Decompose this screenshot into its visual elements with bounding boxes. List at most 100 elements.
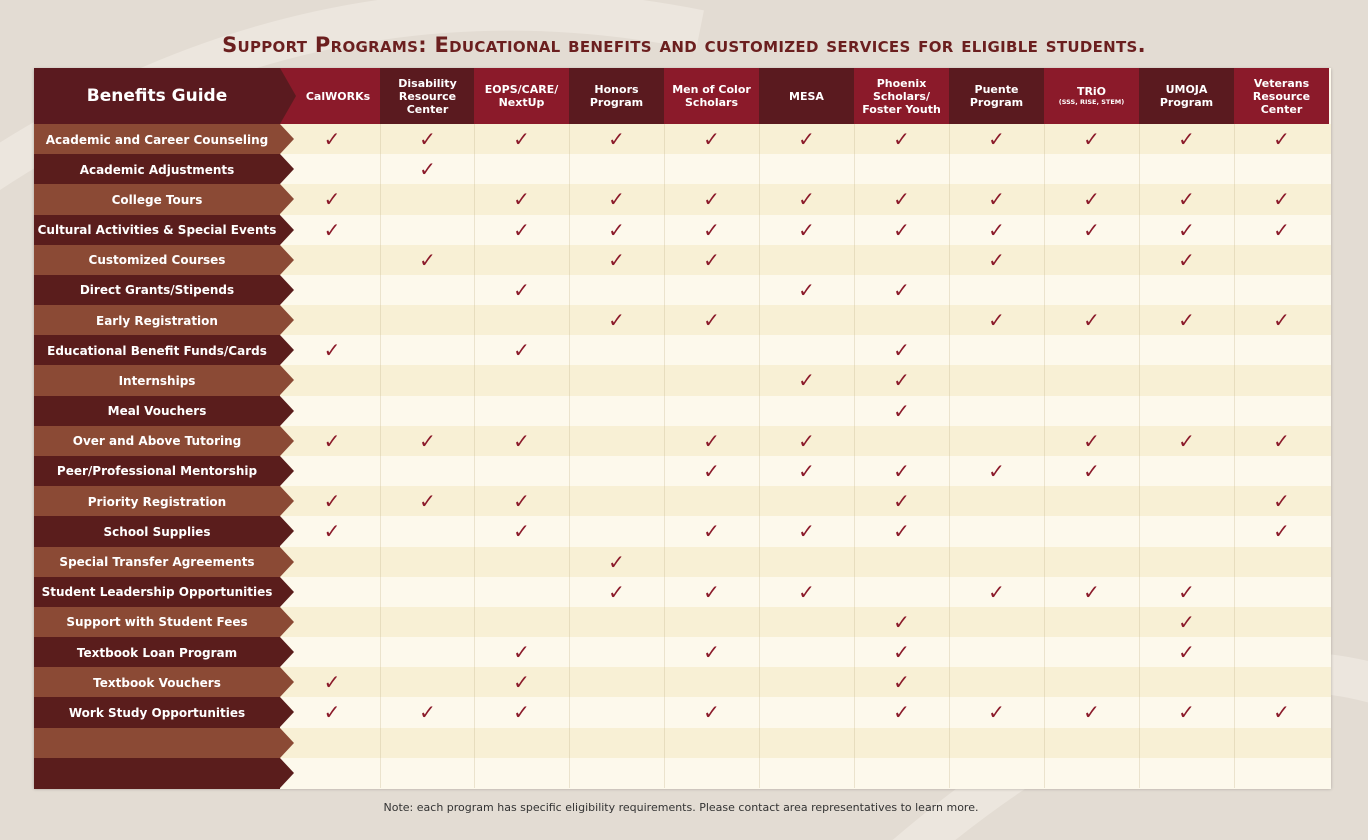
check-mark-icon: ✓ xyxy=(608,308,625,333)
table-row xyxy=(280,124,1331,155)
check-mark-icon: ✓ xyxy=(1178,187,1195,212)
row-arrow xyxy=(280,425,294,456)
column-divider xyxy=(1139,124,1140,788)
program-name-line: Center xyxy=(406,102,449,116)
row-arrow xyxy=(280,335,294,366)
check-mark-icon: ✓ xyxy=(798,458,815,483)
check-mark-icon: ✓ xyxy=(988,579,1005,604)
program-name-line: Program xyxy=(969,96,1024,109)
check-mark-icon: ✓ xyxy=(323,217,341,242)
check-mark-icon: ✓ xyxy=(608,187,625,212)
program-header: Men of Color Scholars xyxy=(664,68,759,124)
benefit-label: Internships xyxy=(34,365,280,397)
benefit-label: Meal Vouchers xyxy=(34,395,280,427)
check-mark-icon: ✓ xyxy=(1178,700,1195,725)
benefit-label: School Supplies xyxy=(34,516,280,548)
check-mark-icon: ✓ xyxy=(893,609,910,634)
check-mark-icon: ✓ xyxy=(893,519,910,544)
check-mark-icon: ✓ xyxy=(608,127,625,151)
program-header: UMOJA Program xyxy=(1139,68,1234,124)
program-header: Phoenix Scholars/Foster Youth xyxy=(854,68,949,124)
program-header: TRiO (SSS, RISE, STEM) xyxy=(1044,68,1139,124)
check-mark-icon: ✓ xyxy=(513,700,530,725)
check-mark-icon: ✓ xyxy=(513,217,530,242)
benefit-label: Educational Benefit Funds/Cards xyxy=(34,335,280,367)
check-mark-icon: ✓ xyxy=(893,187,910,212)
check-mark-icon: ✓ xyxy=(323,519,341,544)
program-name-line: Scholars/ xyxy=(872,89,930,103)
check-mark-icon: ✓ xyxy=(798,277,815,302)
check-mark-icon: ✓ xyxy=(988,127,1005,151)
table-row xyxy=(280,214,1331,246)
check-mark-icon: ✓ xyxy=(1273,489,1290,514)
check-mark-icon: ✓ xyxy=(703,640,720,665)
check-mark-icon: ✓ xyxy=(608,217,625,242)
table-row xyxy=(280,576,1331,608)
benefit-label: Academic Adjustments xyxy=(34,154,280,186)
row-arrow xyxy=(280,305,294,336)
check-mark-icon: ✓ xyxy=(893,277,910,302)
row-arrow xyxy=(280,727,294,758)
check-mark-icon: ✓ xyxy=(513,187,530,212)
row-arrow xyxy=(280,274,294,305)
check-mark-icon: ✓ xyxy=(798,428,815,453)
row-arrow xyxy=(280,697,294,728)
check-mark-icon: ✓ xyxy=(893,368,910,393)
check-mark-icon: ✓ xyxy=(323,338,341,363)
row-arrow xyxy=(280,365,294,396)
check-mark-icon: ✓ xyxy=(1273,217,1290,242)
check-mark-icon: ✓ xyxy=(1178,308,1195,333)
check-mark-icon: ✓ xyxy=(703,458,720,483)
benefit-label: Cultural Activities & Special Events xyxy=(34,214,280,246)
check-mark-icon: ✓ xyxy=(323,700,341,725)
column-divider xyxy=(759,124,760,788)
benefits-guide-header: Benefits Guide xyxy=(34,68,280,124)
check-mark-icon: ✓ xyxy=(608,247,625,272)
check-mark-icon: ✓ xyxy=(1083,428,1100,453)
check-mark-icon: ✓ xyxy=(703,428,720,453)
benefit-label: Student Leadership Opportunities xyxy=(34,576,280,608)
benefits-table: Benefits Guide CalWORKs Disability Resourc… xyxy=(34,68,1331,789)
table-row xyxy=(280,486,1331,518)
program-name-line: UMOJA xyxy=(1165,83,1208,96)
program-name-line: TRiO xyxy=(1076,85,1107,98)
row-arrow xyxy=(280,546,294,577)
check-mark-icon: ✓ xyxy=(1083,458,1100,483)
program-header: CalWORKs xyxy=(296,68,380,124)
check-mark-icon: ✓ xyxy=(1083,187,1100,212)
check-mark-icon: ✓ xyxy=(893,398,910,423)
row-arrow xyxy=(280,154,294,185)
check-mark-icon: ✓ xyxy=(1083,579,1100,604)
check-mark-icon: ✓ xyxy=(988,217,1005,242)
table-row xyxy=(280,305,1331,337)
check-mark-icon: ✓ xyxy=(513,640,530,665)
check-mark-icon: ✓ xyxy=(798,368,815,393)
check-mark-icon: ✓ xyxy=(323,428,341,453)
row-arrow xyxy=(280,244,294,275)
page-title: Support Programs: Educational benefits a… xyxy=(222,33,1146,57)
table-row xyxy=(280,546,1331,578)
column-divider xyxy=(1044,124,1045,788)
table-row xyxy=(280,395,1331,427)
table-row xyxy=(280,516,1331,548)
check-mark-icon: ✓ xyxy=(988,187,1005,212)
check-mark-icon: ✓ xyxy=(513,519,530,544)
check-mark-icon: ✓ xyxy=(893,458,910,483)
check-mark-icon: ✓ xyxy=(513,428,530,453)
header-arrow xyxy=(280,68,296,124)
benefit-label xyxy=(34,727,280,759)
table-row xyxy=(280,667,1331,699)
check-mark-icon: ✓ xyxy=(988,458,1005,483)
check-mark-icon: ✓ xyxy=(608,579,625,604)
check-mark-icon: ✓ xyxy=(419,127,436,151)
check-mark-icon: ✓ xyxy=(419,700,436,725)
check-mark-icon: ✓ xyxy=(893,127,910,151)
benefit-label: Direct Grants/Stipends xyxy=(34,274,280,306)
benefit-label: Over and Above Tutoring xyxy=(34,425,280,457)
check-mark-icon: ✓ xyxy=(1178,217,1195,242)
program-header: Veterans Resource Center xyxy=(1234,68,1329,124)
table-row xyxy=(280,455,1331,487)
check-mark-icon: ✓ xyxy=(703,247,720,272)
table-row xyxy=(280,365,1331,397)
check-mark-icon: ✓ xyxy=(513,670,530,695)
